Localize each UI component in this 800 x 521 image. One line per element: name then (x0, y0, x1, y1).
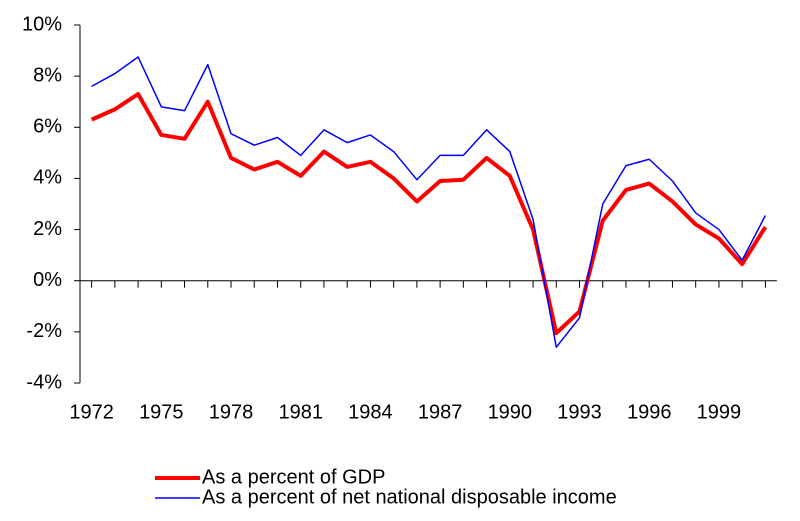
y-tick-label: 6% (33, 116, 62, 138)
series-line (91, 56, 767, 348)
legend-label: As a percent of net national disposable … (202, 486, 617, 508)
y-tick-label: 2% (33, 218, 62, 240)
y-tick-label: -4% (26, 371, 62, 393)
x-tick-label: 1975 (139, 401, 184, 423)
x-tick-label: 1993 (557, 401, 602, 423)
y-tick-label: -2% (26, 320, 62, 342)
x-tick-label: 1987 (418, 401, 463, 423)
x-tick-label: 1984 (348, 401, 393, 423)
x-tick-label: 1999 (697, 401, 742, 423)
y-tick-label: 0% (33, 269, 62, 291)
x-tick-label: 1981 (278, 401, 323, 423)
x-tick-label: 1978 (209, 401, 254, 423)
x-tick-label: 1972 (69, 401, 114, 423)
x-tick-label: 1990 (488, 401, 533, 423)
y-tick-label: 10% (22, 13, 62, 35)
y-tick-label: 8% (33, 64, 62, 86)
series-line (90, 92, 768, 336)
y-tick-label: 4% (33, 167, 62, 189)
x-tick-label: 1996 (627, 401, 672, 423)
legend-label: As a percent of GDP (202, 466, 385, 488)
